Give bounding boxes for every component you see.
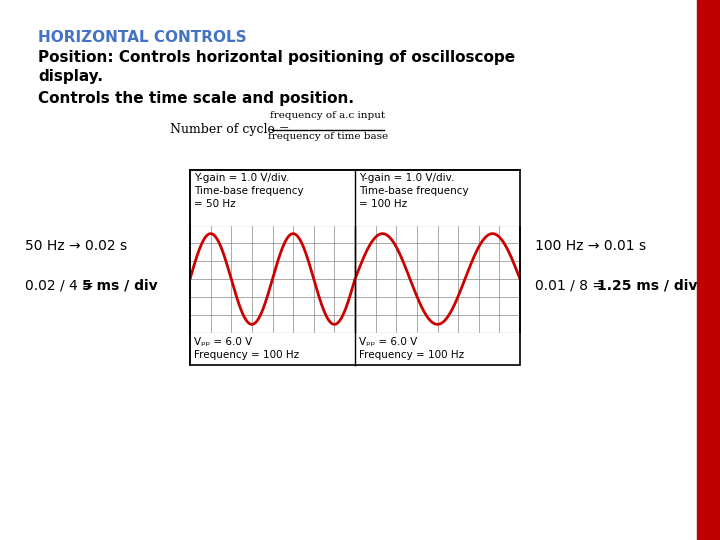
Text: = 100 Hz: = 100 Hz: [359, 199, 407, 209]
Bar: [191, 333, 354, 365]
Text: Time-base frequency: Time-base frequency: [359, 186, 469, 196]
Text: Y-gain = 1.0 V/div.: Y-gain = 1.0 V/div.: [359, 173, 454, 183]
Text: display.: display.: [38, 69, 103, 84]
Text: Number of cycle =: Number of cycle =: [170, 124, 294, 137]
Bar: [356, 171, 520, 225]
Text: Vₚₚ = 6.0 V: Vₚₚ = 6.0 V: [194, 337, 252, 347]
Text: frequency of time base: frequency of time base: [268, 132, 388, 141]
Text: Frequency = 100 Hz: Frequency = 100 Hz: [194, 350, 299, 360]
Text: HORIZONTAL CONTROLS: HORIZONTAL CONTROLS: [38, 30, 247, 45]
Text: 0.01 / 8 =: 0.01 / 8 =: [535, 279, 608, 293]
Bar: [191, 171, 354, 225]
Text: Vₚₚ = 6.0 V: Vₚₚ = 6.0 V: [359, 337, 418, 347]
Text: Time-base frequency: Time-base frequency: [194, 186, 304, 196]
Text: 0.02 / 4 =: 0.02 / 4 =: [25, 279, 98, 293]
Text: 100 Hz → 0.01 s: 100 Hz → 0.01 s: [535, 239, 646, 253]
Bar: [190, 170, 520, 365]
Text: frequency of a.c input: frequency of a.c input: [271, 111, 386, 120]
Bar: [697, 0, 720, 540]
Text: Controls the time scale and position.: Controls the time scale and position.: [38, 91, 354, 106]
Text: = 50 Hz: = 50 Hz: [194, 199, 235, 209]
Text: Frequency = 100 Hz: Frequency = 100 Hz: [359, 350, 464, 360]
Text: Y-gain = 1.0 V/div.: Y-gain = 1.0 V/div.: [194, 173, 289, 183]
Text: 5 ms / div: 5 ms / div: [82, 279, 158, 293]
Bar: [190, 170, 520, 365]
Text: 50 Hz → 0.02 s: 50 Hz → 0.02 s: [25, 239, 127, 253]
Bar: [356, 333, 520, 365]
Text: Position: Controls horizontal positioning of oscilloscope: Position: Controls horizontal positionin…: [38, 50, 515, 65]
Text: 1.25 ms / div: 1.25 ms / div: [597, 279, 698, 293]
